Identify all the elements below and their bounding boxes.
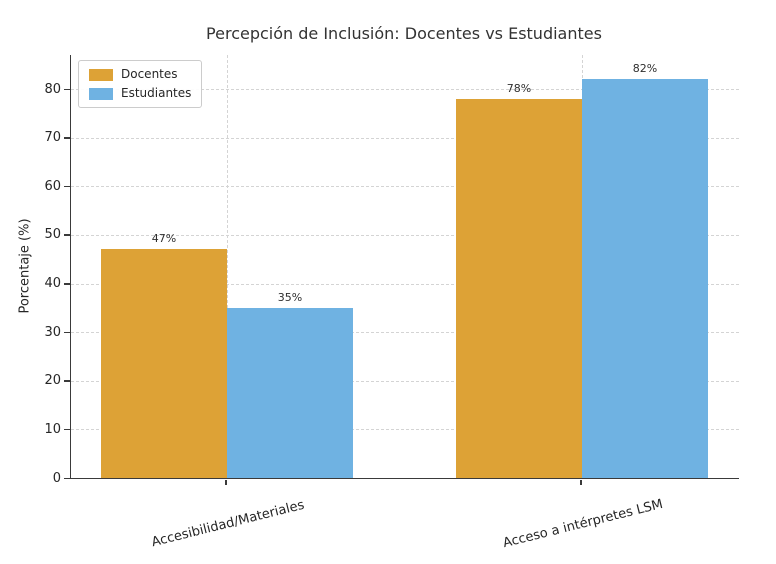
gridline-y-10 [71,429,739,431]
x-category-label-0: Accesibilidad/Materiales [150,497,306,551]
bar-value-label-docentes-1: 78% [506,81,532,95]
gridline-x-category-0 [226,55,228,478]
y-tick-label-60: 60 [44,178,61,194]
y-tick-label-70: 70 [44,130,61,146]
legend: Docentes Estudiantes [78,60,203,108]
gridline-y-70 [71,137,739,139]
y-tick-mark-40 [64,283,70,285]
legend-label-docentes: Docentes [121,67,178,81]
y-tick-mark-80 [64,88,70,91]
y-tick-mark-0 [64,477,70,479]
x-tick-mark-1 [580,479,582,485]
y-tick-label-30: 30 [44,324,61,340]
bar-value-label-docentes-0: 47% [151,232,177,246]
legend-swatch-estudiantes [89,87,113,100]
y-tick-label-20: 20 [44,373,61,389]
chart-title: Percepción de Inclusión: Docentes vs Est… [206,24,602,43]
plot-area: 47% 78% 35% 82% [70,55,739,479]
y-tick-label-40: 40 [44,276,61,292]
y-tick-mark-10 [64,428,70,431]
gridline-y-60 [71,186,739,188]
y-tick-mark-20 [64,380,70,382]
y-tick-label-80: 80 [44,81,61,97]
gridline-y-50 [71,234,739,236]
x-category-label-1: Acceso a intérpretes LSM [501,496,665,552]
bar-docentes-category-1 [456,98,583,478]
x-tick-mark-0 [225,479,227,485]
legend-label-estudiantes: Estudiantes [121,86,192,100]
gridline-y-30 [71,332,739,334]
bar-value-label-estudiantes-0: 35% [277,290,303,304]
y-tick-label-10: 10 [44,421,61,437]
bar-docentes-category-0 [100,249,227,478]
y-tick-mark-50 [64,234,70,236]
bar-estudiantes-category-1 [582,79,709,478]
legend-item-docentes: Docentes [89,68,191,81]
y-tick-mark-70 [64,137,70,139]
bar-value-label-estudiantes-1: 82% [632,62,658,76]
y-tick-mark-60 [64,185,70,188]
gridline-y-20 [71,380,739,382]
legend-swatch-docentes [89,68,113,81]
gridline-y-40 [71,283,739,285]
legend-item-estudiantes: Estudiantes [89,87,191,100]
y-tick-mark-30 [64,331,70,334]
bar-estudiantes-category-0 [226,307,353,478]
y-tick-label-0: 0 [52,470,61,486]
y-tick-label-50: 50 [44,227,61,243]
gridline-y-80 [71,89,739,91]
